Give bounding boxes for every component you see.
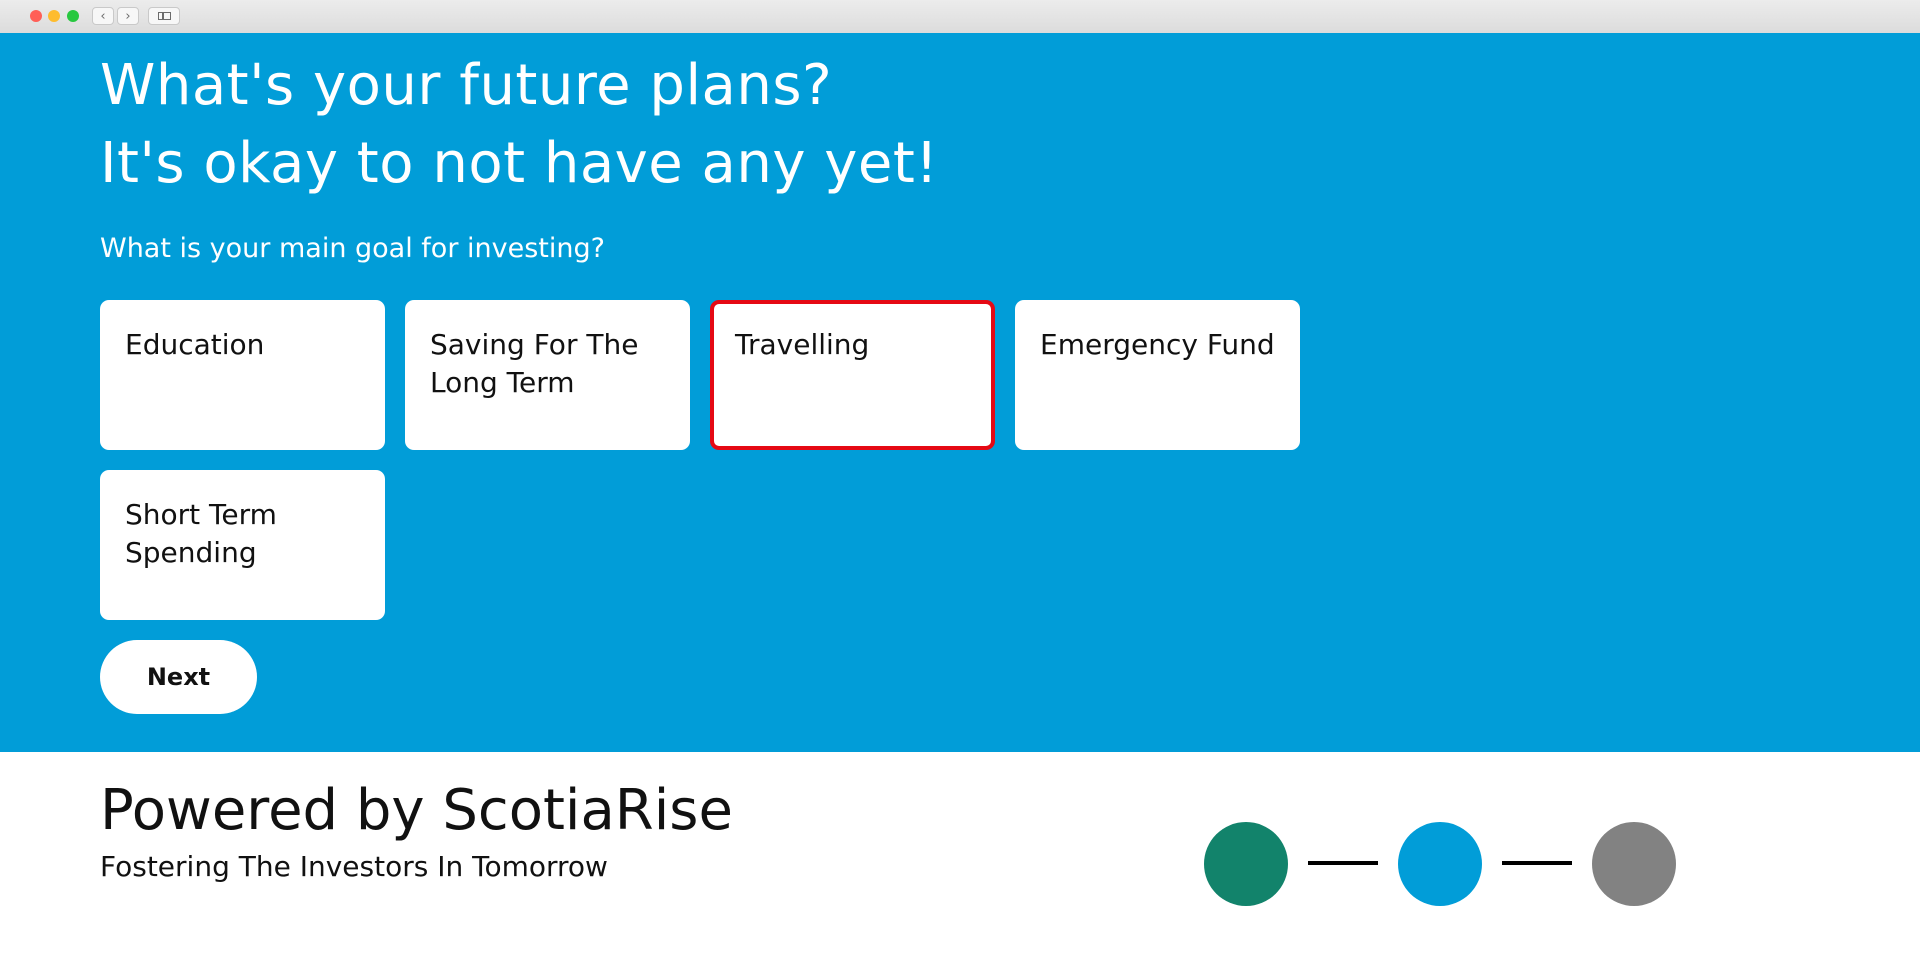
progress-connector [1308,861,1378,865]
sidebar-toggle-icon[interactable] [148,7,180,25]
footer: Powered by ScotiaRise Fostering The Inve… [0,752,1920,975]
zoom-window-button[interactable] [67,10,79,22]
back-button[interactable]: ‹ [92,7,114,25]
goal-option-emergency-fund[interactable]: Emergency Fund [1015,300,1300,450]
progress-step-3 [1592,822,1676,906]
browser-toolbar: ‹ › [0,0,1920,34]
next-button[interactable]: Next [100,640,257,714]
goal-option-saving-long-term[interactable]: Saving For The Long Term [405,300,690,450]
brand-title: Powered by ScotiaRise [100,778,733,843]
progress-step-2 [1398,822,1482,906]
page-subtitle: It's okay to not have any yet! [100,131,939,196]
goal-option-education[interactable]: Education [100,300,385,450]
goal-question: What is your main goal for investing? [100,233,605,264]
progress-connector [1502,861,1572,865]
goal-selection-section: What's your future plans? It's okay to n… [0,33,1920,752]
close-window-button[interactable] [30,10,42,22]
brand-tagline: Fostering The Investors In Tomorrow [100,850,608,883]
minimize-window-button[interactable] [48,10,60,22]
goal-option-short-term-spending[interactable]: Short Term Spending [100,470,385,620]
progress-step-1 [1204,822,1288,906]
goal-option-travelling[interactable]: Travelling [710,300,995,450]
page-title: What's your future plans? [100,53,833,118]
forward-button[interactable]: › [117,7,139,25]
